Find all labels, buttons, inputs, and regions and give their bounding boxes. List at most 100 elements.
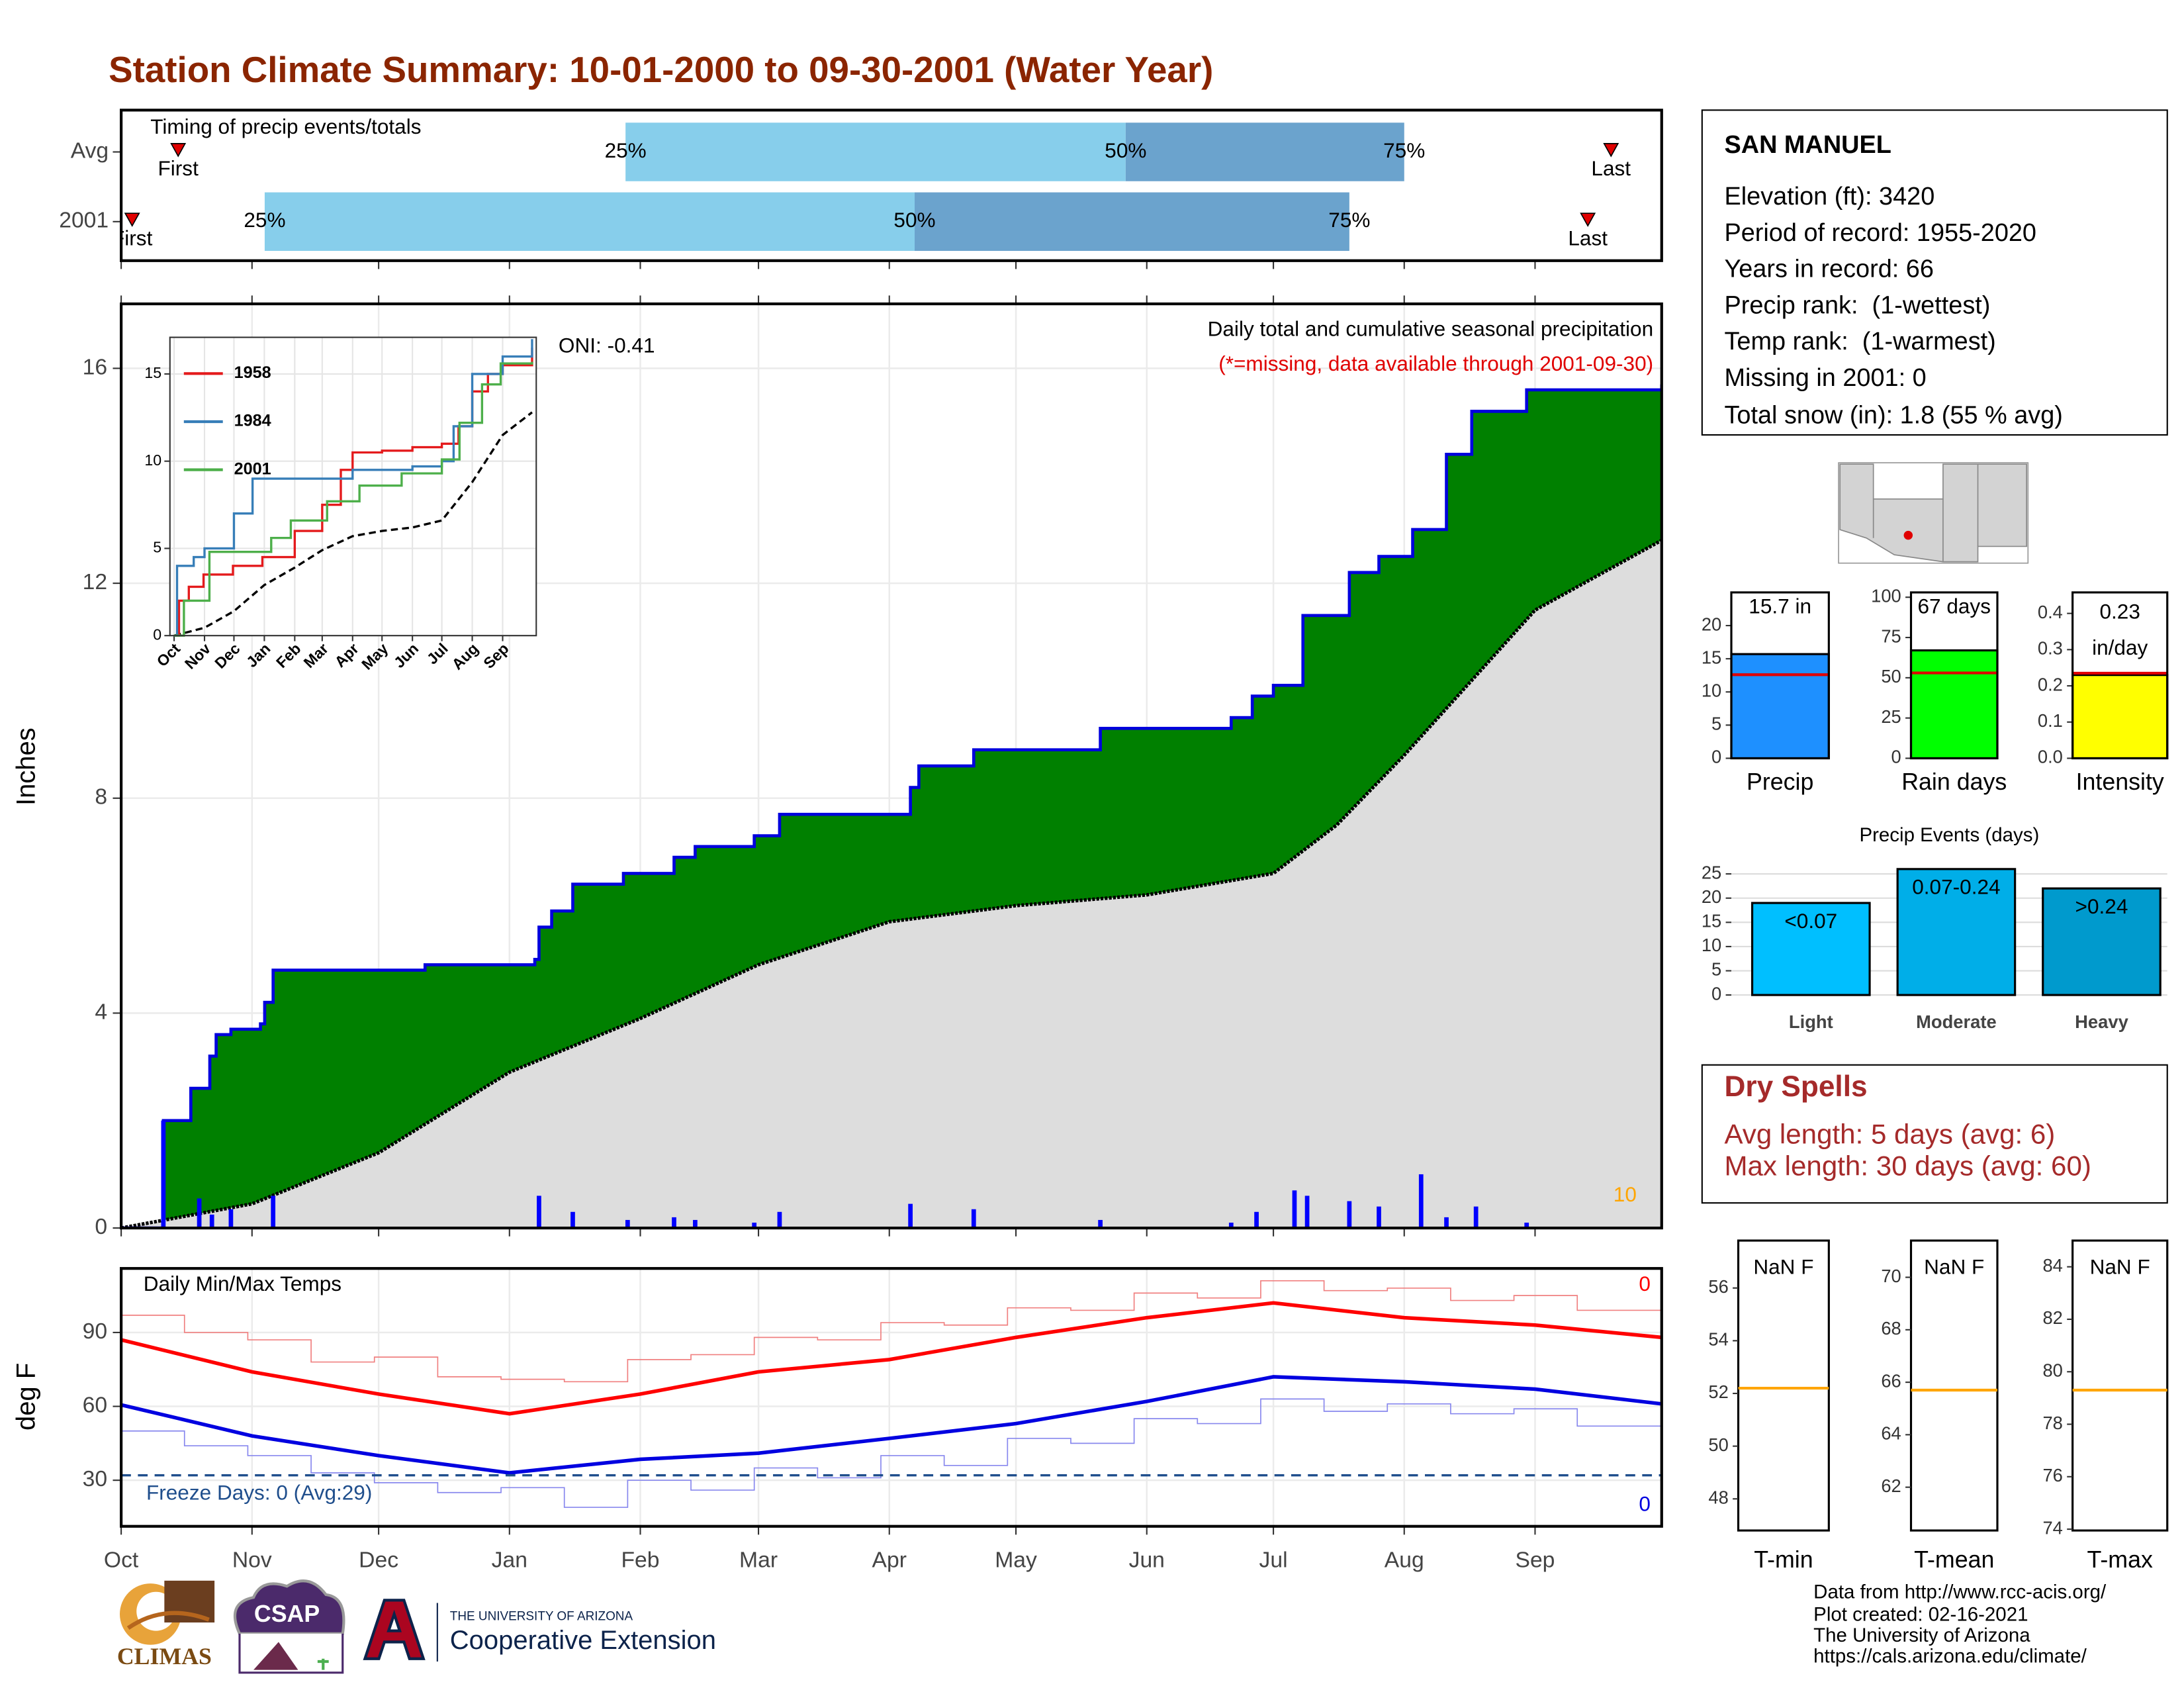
note: (*=missing, data available through 2001-… (1218, 352, 1653, 375)
y-tick-label: 5 (1711, 959, 1721, 980)
timing-bar (1125, 122, 1404, 181)
dry-spells-title: Dry Spells (1724, 1070, 1867, 1103)
daily-bar (1304, 1196, 1310, 1229)
value-label: <0.07 (1784, 909, 1837, 933)
y-tick-label: 0 (1891, 747, 1901, 767)
percent-label: 25% (244, 208, 285, 232)
y-tick-label: 4 (95, 1000, 107, 1024)
inset-frame (169, 336, 537, 637)
max-count: 0 (1639, 1272, 1651, 1295)
plot-background (1737, 1239, 1830, 1532)
plot-frame (119, 302, 1663, 1230)
series-line (174, 339, 533, 637)
bar (1751, 902, 1871, 996)
count-label: 10 (1614, 1182, 1637, 1206)
y-tick-label: 56 (1708, 1276, 1728, 1297)
y-tick-label: 0.3 (2038, 638, 2063, 659)
bar (1730, 653, 1830, 760)
daily-bar (1228, 1223, 1234, 1229)
y-tick-label: 10 (1702, 935, 1721, 955)
daily-bar (625, 1219, 630, 1229)
y-tick-label: 25 (1702, 862, 1721, 882)
percent-label: 75% (1328, 208, 1370, 232)
category-label: T-min (1754, 1546, 1813, 1573)
y-tick-label: 80 (2042, 1360, 2062, 1380)
row-label: 2001 (59, 209, 109, 233)
value-label: >0.24 (2075, 894, 2128, 918)
page-title: Station Climate Summary: 10-01-2000 to 0… (109, 49, 1213, 90)
logo-text: CSAP (254, 1601, 320, 1627)
value-label: NaN F (1924, 1255, 1984, 1279)
y-tick-label: 66 (1881, 1370, 1901, 1391)
daily-bar (1444, 1217, 1449, 1229)
station-line: Years in record: 66 (1724, 256, 1933, 283)
y-tick-label: 0.0 (2038, 747, 2063, 767)
category-label: Precip (1747, 769, 1813, 795)
event-marker (170, 143, 187, 158)
station-line: Period of record: 1955-2020 (1724, 219, 2036, 247)
y-tick-label: 48 (1708, 1487, 1728, 1508)
station-box (1701, 109, 2168, 436)
category-label: T-max (2087, 1546, 2153, 1573)
y-tick-label: 12 (83, 570, 107, 594)
daily-bar (1347, 1201, 1352, 1229)
avg-max-line (120, 1301, 1662, 1416)
y-tick-label: 8 (95, 785, 107, 810)
y-tick-label: 76 (2042, 1465, 2062, 1485)
y-tick-label: 16 (83, 355, 107, 379)
min-count: 0 (1639, 1491, 1651, 1515)
daily-bar (537, 1196, 541, 1229)
daily-bar (752, 1223, 757, 1229)
x-tick-label: Jun (1129, 1548, 1165, 1572)
y-tick-label: 50 (1881, 666, 1901, 686)
y-tick-label: 15 (1702, 911, 1721, 931)
y-tick-label: 82 (2042, 1307, 2062, 1328)
y-tick-label: 62 (1881, 1476, 1901, 1496)
dry-spells-box (1701, 1064, 2168, 1204)
y-tick-label: 0 (1711, 983, 1721, 1004)
x-tick-label: Apr (872, 1548, 907, 1572)
x-tick-label: Light (1789, 1011, 1833, 1032)
series-line (174, 361, 533, 637)
x-tick-label: Jan (492, 1548, 527, 1572)
y-tick-label: 60 (83, 1393, 107, 1417)
panel-title: Precip Events (days) (1859, 824, 2039, 846)
bar (1909, 649, 1999, 760)
station-line: Missing in 2001: 0 (1724, 364, 1926, 392)
y-tick-label: 52 (1708, 1382, 1728, 1402)
plot-frame (2071, 591, 2169, 760)
value-label: 67 days (1917, 594, 1991, 618)
timing-bar (915, 192, 1349, 252)
csap-logo: CSAP (233, 1579, 345, 1674)
y-tick-label: 68 (1881, 1318, 1901, 1338)
x-tick-label: Nov (232, 1548, 272, 1572)
value-label: 15.7 in (1749, 594, 1811, 618)
station-line: Temp rank: (1-warmest) (1724, 328, 1995, 355)
y-tick-label: 5 (1711, 714, 1721, 734)
category-label: Rain days (1901, 769, 2007, 795)
average-line (173, 411, 533, 637)
y-tick-label: 15 (1702, 647, 1721, 667)
y-tick-label: 20 (1702, 614, 1721, 634)
daily-bar (1524, 1223, 1529, 1229)
x-tick-label: Moderate (1916, 1011, 1997, 1032)
plot-frame (119, 109, 1663, 262)
daily-bar (209, 1214, 214, 1229)
daily-bar (1473, 1206, 1479, 1229)
footer-line: Data from http://www.rcc-acis.org/ (1813, 1581, 2107, 1603)
y-tick-label: 0 (1711, 747, 1721, 767)
x-tick-label: Oct (104, 1548, 139, 1572)
row-label: Avg (71, 138, 109, 163)
value-label: NaN F (1753, 1255, 1813, 1279)
percent-label: 50% (893, 208, 935, 232)
y-tick-label: 100 (1871, 585, 1901, 606)
x-tick-label: Sep (1516, 1548, 1555, 1572)
station-line: Precip rank: (1-wettest) (1724, 291, 1990, 319)
y-tick-label: 64 (1881, 1423, 1901, 1444)
legend-label: 1984 (234, 412, 271, 430)
locator-map (1838, 462, 2029, 564)
climas-logo: CLIMAS (117, 1580, 215, 1669)
y-tick-label: 70 (1881, 1266, 1901, 1286)
y-tick-label: 20 (1702, 886, 1721, 907)
